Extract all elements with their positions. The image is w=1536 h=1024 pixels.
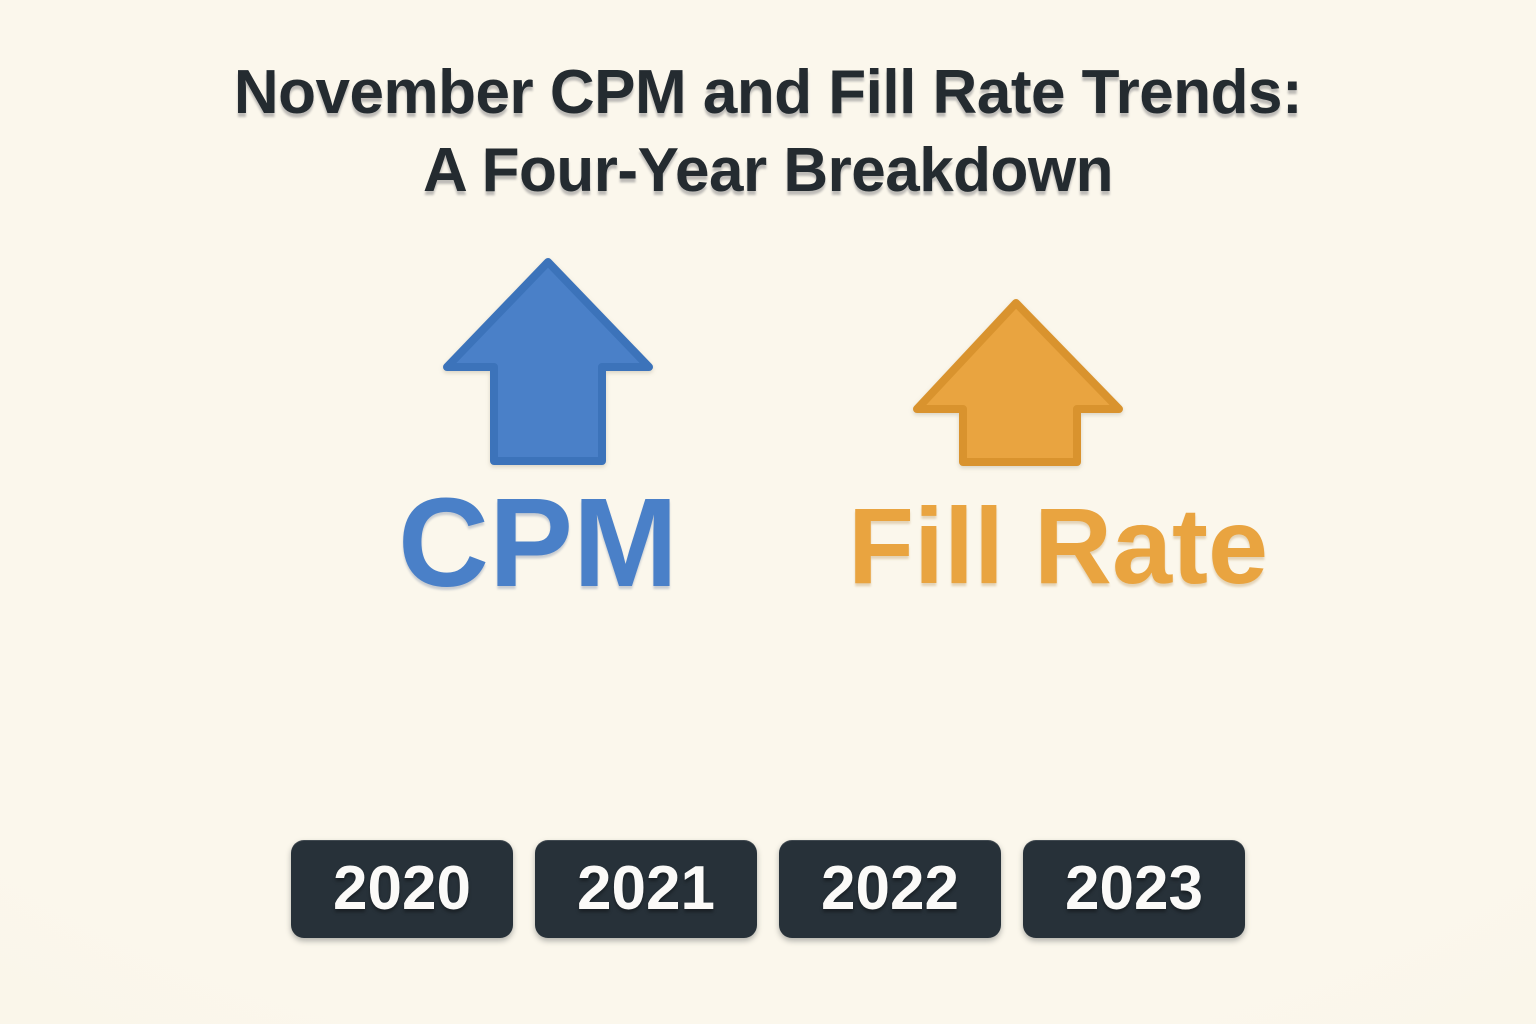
year-badge-2022[interactable]: 2022 [779,840,1001,938]
page-title: November CPM and Fill Rate Trends: A Fou… [17,54,1519,210]
fill-rate-label: Fill Rate [848,485,1269,606]
year-badge-2020[interactable]: 2020 [291,840,513,938]
year-badge-2021[interactable]: 2021 [535,840,757,938]
title-line-2: A Four-Year Breakdown [422,136,1114,205]
fill-rate-up-arrow-icon [913,299,1123,466]
year-badge-2023[interactable]: 2023 [1023,840,1245,938]
up-arrow-shape [913,299,1123,466]
cpm-up-arrow-icon [443,258,653,465]
year-badges-row: 2020 2021 2022 2023 [0,840,1536,938]
title-line-1: November CPM and Fill Rate Trends: [233,58,1303,127]
cpm-label: CPM [398,472,678,613]
up-arrow-shape [443,258,653,465]
